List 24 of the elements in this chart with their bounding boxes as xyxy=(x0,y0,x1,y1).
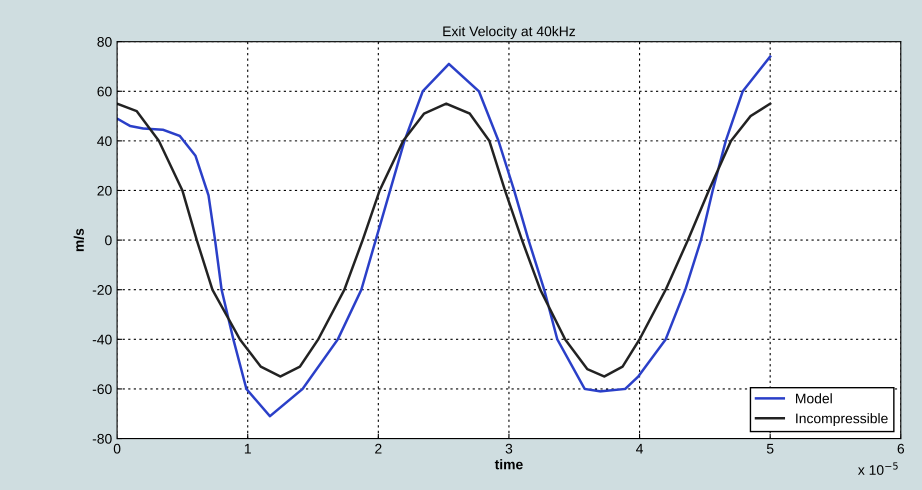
y-tick-label: 20 xyxy=(97,186,112,196)
line-series xyxy=(117,102,772,378)
y-tick-label: 40 xyxy=(97,136,112,146)
y-axis-title: m/s xyxy=(74,228,84,252)
y-tick-label: -20 xyxy=(92,285,112,295)
legend-label: Model xyxy=(796,393,832,404)
y-tick-label: 60 xyxy=(97,86,112,96)
x-tick-label: 6 xyxy=(898,444,904,454)
x-tick-label: 0 xyxy=(114,444,120,454)
y-tick-label: -40 xyxy=(92,334,112,344)
y-tick-label: 0 xyxy=(105,235,112,246)
x-tick-label: 1 xyxy=(244,444,251,454)
x-tick-label: 2 xyxy=(375,444,382,454)
y-tick-label: -60 xyxy=(92,384,112,394)
y-tick-label: -80 xyxy=(92,434,112,444)
line-series xyxy=(117,55,772,418)
x-tick-label: 5 xyxy=(766,444,774,454)
x-tick-label: 4 xyxy=(636,444,644,454)
y-tick-label: 80 xyxy=(97,36,112,47)
text: x 10$^{−5}$ xyxy=(858,462,898,475)
x-axis-title: time xyxy=(494,459,523,470)
x-tick-label: 3 xyxy=(506,444,512,454)
legend-label: Incompressible xyxy=(796,413,888,426)
chart-title: Exit Velocity at 40kHz xyxy=(443,26,576,39)
